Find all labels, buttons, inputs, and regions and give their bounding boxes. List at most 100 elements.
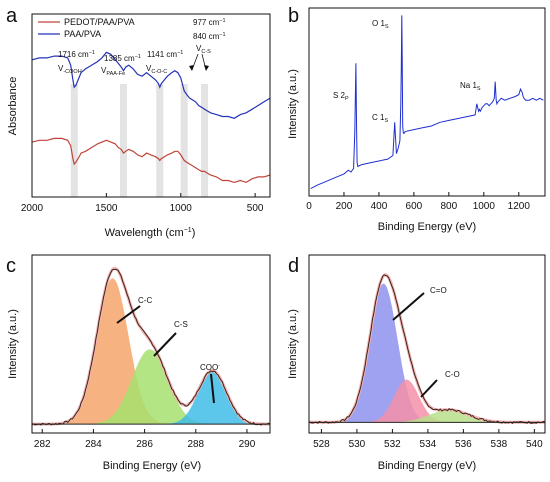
x-axis-label-sup: −1 bbox=[184, 227, 192, 234]
peak-label-c1s: C 1S bbox=[372, 113, 388, 124]
x-ticks: 282 284 286 288 290 bbox=[34, 429, 256, 450]
series-line-1 bbox=[31, 51, 271, 119]
panel-d-label: d bbox=[288, 255, 299, 277]
pointer-c-s bbox=[153, 332, 177, 357]
band-mode-cs: VC-S bbox=[196, 44, 211, 55]
band-mode-1385: VPAA-Fe bbox=[101, 66, 125, 77]
x-tick-label: 2000 bbox=[21, 203, 44, 214]
component-fill-1 bbox=[32, 349, 270, 425]
peak-label-o1s: O 1S bbox=[372, 19, 389, 30]
plot-frame bbox=[308, 7, 546, 197]
band-4 bbox=[201, 84, 209, 197]
x-tick-label: 532 bbox=[384, 439, 401, 450]
plot-frame bbox=[31, 254, 271, 434]
panel-d: d 528 530 532 534 536 538 540 Intensity (a.u.)… bbox=[287, 254, 546, 472]
pointer-coo bbox=[210, 373, 215, 404]
panel-c: c 282 284 286 288 290 Intensity (a.u.) Bindi… bbox=[6, 254, 271, 472]
band-label-1716: 1716 cm−1 bbox=[58, 50, 95, 59]
x-tick-label: 200 bbox=[336, 201, 353, 212]
band-label-1141: 1141 cm−1 bbox=[147, 50, 183, 59]
peak-label-na1s: Na 1S bbox=[460, 81, 481, 92]
component-fill-0 bbox=[309, 283, 545, 423]
y-axis-label: Intensity (a.u.) bbox=[287, 69, 299, 139]
panel-b-label: b bbox=[288, 5, 299, 27]
component-label-c-o: C-O bbox=[445, 370, 460, 379]
x-tick-label: 0 bbox=[306, 201, 312, 212]
x-tick-label: 1000 bbox=[170, 203, 193, 214]
x-tick-label: 500 bbox=[247, 203, 264, 214]
x-axis-label-main: Wavelength (cm bbox=[105, 227, 184, 239]
y-axis-label: Intensity (a.u.) bbox=[287, 309, 299, 379]
x-tick-label: 530 bbox=[349, 439, 366, 450]
panel-b: b 0 200 400 600 800 1000 1200 Intensity (a.u.)… bbox=[287, 5, 546, 233]
band-0 bbox=[70, 84, 78, 197]
band-1 bbox=[119, 84, 127, 197]
panel-c-label: c bbox=[6, 255, 16, 277]
pointer-c-c bbox=[116, 305, 141, 324]
x-ticks: 528 530 532 534 536 538 540 bbox=[313, 429, 543, 450]
x-tick-label: 800 bbox=[441, 201, 458, 212]
x-tick-label: 528 bbox=[313, 439, 330, 450]
plot-frame bbox=[308, 254, 546, 434]
y-axis-label: Absorbance bbox=[7, 77, 19, 136]
measured-trace bbox=[308, 274, 546, 424]
band-mode-1716: V-COOH bbox=[58, 64, 82, 75]
y-axis-label: Intensity (a.u.) bbox=[7, 309, 19, 379]
component-fills bbox=[31, 266, 271, 426]
cs-arrowhead-right bbox=[204, 65, 209, 71]
band-annotations: 1716 cm−1 V-COOH 1385 cm−1 VPAA-Fe 1141 … bbox=[58, 18, 226, 77]
x-tick-label: 1000 bbox=[473, 201, 496, 212]
x-axis-label: Binding Energy (eV) bbox=[378, 221, 476, 233]
x-tick-label: 1500 bbox=[95, 203, 118, 214]
band-label-1385: 1385 cm−1 bbox=[104, 54, 141, 63]
component-label-c-s: C-S bbox=[174, 320, 188, 329]
component-label-c-eq-o: C=O bbox=[430, 286, 447, 295]
component-fills bbox=[308, 273, 546, 424]
measured-trace bbox=[31, 268, 271, 426]
x-axis-label: Binding Energy (eV) bbox=[378, 460, 476, 472]
band-mode-1141: VC-O-C bbox=[146, 64, 167, 75]
band-2 bbox=[156, 84, 164, 197]
x-tick-label: 284 bbox=[85, 439, 102, 450]
component-fill-0 bbox=[32, 278, 270, 425]
pointer-c-eq-o bbox=[392, 292, 425, 321]
x-axis-label: Binding Energy (eV) bbox=[103, 460, 201, 472]
band-label-840: 840 cm−1 bbox=[193, 32, 226, 41]
x-tick-label: 538 bbox=[491, 439, 508, 450]
x-tick-label: 600 bbox=[406, 201, 423, 212]
x-ticks: 0 200 400 600 800 1000 1200 bbox=[306, 192, 530, 212]
panel-a-label: a bbox=[6, 5, 18, 27]
x-tick-label: 282 bbox=[34, 439, 51, 450]
band-3 bbox=[180, 84, 188, 197]
component-label-coo: COO- bbox=[200, 363, 220, 372]
series-group bbox=[310, 15, 544, 190]
x-tick-label: 536 bbox=[455, 439, 472, 450]
legend-label-pedot: PEDOT/PAA/PVA bbox=[64, 17, 135, 27]
component-label-c-c: C-C bbox=[138, 296, 152, 305]
x-tick-label: 400 bbox=[371, 201, 388, 212]
x-tick-label: 1200 bbox=[508, 201, 531, 212]
band-highlights bbox=[70, 84, 209, 197]
legend-label-paa: PAA/PVA bbox=[64, 29, 101, 39]
plot-frame bbox=[31, 13, 271, 198]
legend: PEDOT/PAA/PVA PAA/PVA bbox=[38, 17, 135, 39]
component-fill-2 bbox=[309, 409, 545, 423]
fit-envelope bbox=[309, 273, 545, 424]
x-tick-label: 286 bbox=[136, 439, 153, 450]
series-line-survey bbox=[310, 15, 544, 190]
x-tick-label: 288 bbox=[187, 439, 204, 450]
peak-label-s2p: S 2P bbox=[333, 91, 349, 102]
cs-arrowhead-left bbox=[189, 65, 194, 71]
panel-a: a 2000 1500 1000 500 Absorbance Wavelength … bbox=[6, 5, 271, 239]
x-ticks: 2000 1500 1000 500 bbox=[21, 193, 264, 214]
component-fill-2 bbox=[32, 370, 270, 425]
x-tick-label: 540 bbox=[526, 439, 543, 450]
x-tick-label: 290 bbox=[239, 439, 256, 450]
x-axis-label-close: ) bbox=[192, 227, 196, 239]
component-fill-1 bbox=[309, 379, 545, 423]
series-group bbox=[31, 51, 271, 184]
x-tick-label: 534 bbox=[420, 439, 437, 450]
x-axis-label: Wavelength (cm−1) bbox=[105, 227, 196, 239]
band-label-977: 977 cm−1 bbox=[193, 18, 226, 27]
